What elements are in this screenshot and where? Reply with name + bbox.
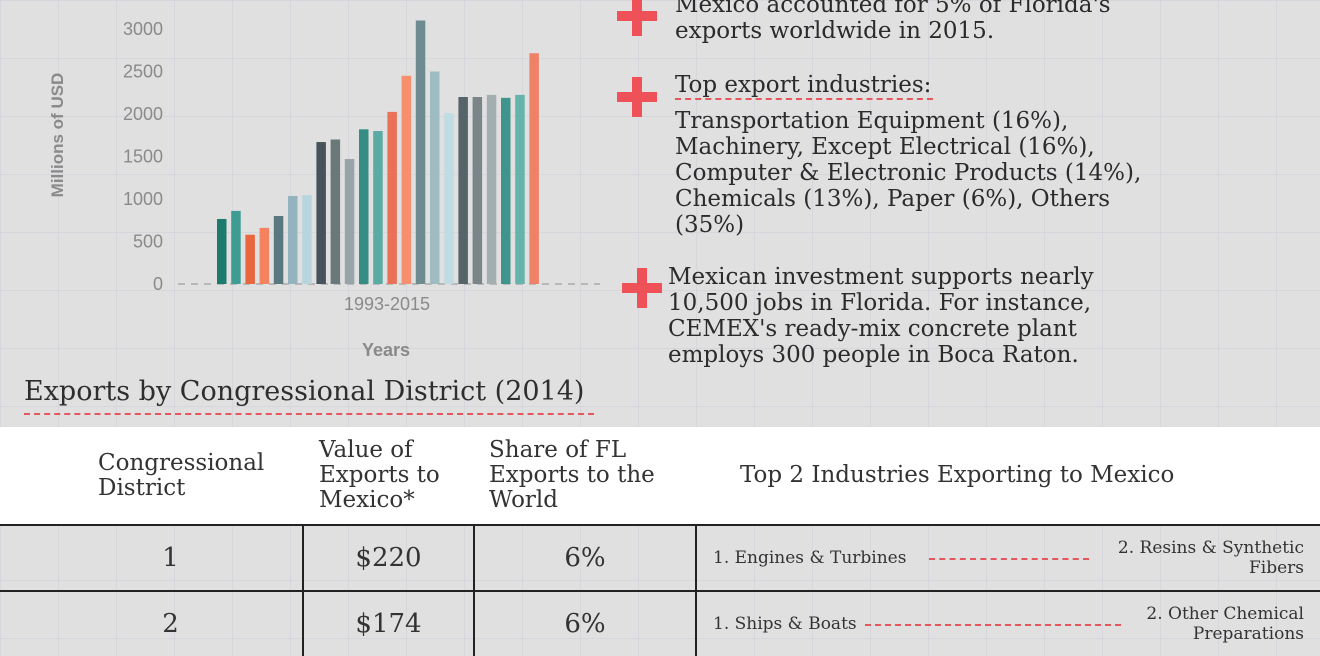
bar-2011 bbox=[472, 97, 483, 284]
bar-2009 bbox=[444, 113, 454, 285]
bar-1993 bbox=[217, 218, 227, 284]
y-tick-label: 0 bbox=[153, 274, 163, 294]
bar-2008 bbox=[430, 71, 440, 284]
bar-1995 bbox=[245, 234, 255, 284]
bar-2005 bbox=[387, 111, 397, 284]
bullet-mexico-share: Mexico accounted for 5% of Florida's exp… bbox=[675, 0, 1111, 44]
dashed-connector bbox=[929, 558, 1089, 560]
bar-1998 bbox=[288, 196, 298, 284]
bar-2004 bbox=[373, 131, 383, 284]
industry-2: 2. Other Chemical Preparations bbox=[1146, 604, 1304, 644]
plus-icon bbox=[617, 0, 657, 36]
table-row: 2 $174 6% 1. Ships & Boats 2. Other Chem… bbox=[0, 590, 1320, 656]
bar-2014 bbox=[515, 94, 525, 284]
plus-icon bbox=[617, 77, 657, 117]
x-tick-label: 1993-2015 bbox=[344, 294, 430, 314]
industry-2: 2. Resins & Synthetic Fibers bbox=[1117, 538, 1304, 578]
bar-chart: Millions of USD 0 500 1000 1500 2000 2500 3000… bbox=[48, 19, 600, 360]
bar-2015 bbox=[529, 53, 539, 284]
share-cell: 6% bbox=[473, 524, 696, 591]
industries-cell: 1. Engines & Turbines 2. Resins & Synthe… bbox=[695, 524, 1320, 591]
share-cell: 6% bbox=[473, 590, 696, 656]
plus-icon bbox=[622, 268, 662, 308]
district-cell: 2 bbox=[0, 590, 303, 656]
bullet-heading: Top export industries: bbox=[675, 72, 934, 100]
table-header: Congressional District Value of Exports … bbox=[0, 427, 1320, 525]
bar-2010 bbox=[458, 97, 468, 284]
bar-2001 bbox=[330, 139, 341, 284]
y-tick-label: 500 bbox=[133, 232, 163, 252]
industry-1: 1. Ships & Boats bbox=[713, 614, 857, 634]
header-share: Share of FL Exports to the World bbox=[474, 427, 696, 525]
bar-2012 bbox=[486, 94, 497, 284]
district-table: Congressional District Value of Exports … bbox=[0, 427, 1320, 656]
value-cell: $220 bbox=[302, 524, 474, 591]
x-axis-label: Years bbox=[362, 340, 410, 360]
table-row: 1 $220 6% 1. Engines & Turbines 2. Resin… bbox=[0, 524, 1320, 591]
y-tick-label: 2500 bbox=[123, 62, 163, 82]
header-value: Value of Exports to Mexico* bbox=[303, 427, 474, 525]
y-tick-label: 1000 bbox=[123, 189, 163, 209]
bar-1994 bbox=[231, 210, 241, 284]
bar-2000 bbox=[316, 142, 326, 284]
bar-1999 bbox=[302, 195, 312, 284]
bar-1997 bbox=[273, 216, 284, 284]
bar-2006 bbox=[401, 75, 412, 284]
section-title: Exports by Congressional District (2014) bbox=[24, 376, 595, 415]
y-tick-label: 1500 bbox=[123, 147, 163, 167]
dashed-connector bbox=[865, 624, 1121, 626]
bullet-top-industries: Top export industries: Transportation Eq… bbox=[675, 72, 1155, 238]
bar-2007 bbox=[415, 20, 426, 284]
header-industries: Top 2 Industries Exporting to Mexico bbox=[696, 427, 1320, 525]
industries-cell: 1. Ships & Boats 2. Other Chemical Prepa… bbox=[695, 590, 1320, 656]
header-district: Congressional District bbox=[0, 427, 303, 525]
y-axis-label: Millions of USD bbox=[48, 73, 67, 198]
bar-2013 bbox=[501, 97, 511, 284]
bar-1996 bbox=[259, 227, 270, 284]
bar-2002 bbox=[344, 159, 355, 284]
y-tick-label: 2000 bbox=[123, 104, 163, 124]
bullet-text: Transportation Equipment (16%), Machiner… bbox=[675, 108, 1142, 238]
bar-2003 bbox=[359, 129, 369, 284]
industry-1: 1. Engines & Turbines bbox=[713, 548, 907, 568]
district-cell: 1 bbox=[0, 524, 303, 591]
y-tick-label: 3000 bbox=[123, 19, 163, 39]
bullet-investment: Mexican investment supports nearly 10,50… bbox=[668, 264, 1094, 368]
value-cell: $174 bbox=[302, 590, 474, 656]
